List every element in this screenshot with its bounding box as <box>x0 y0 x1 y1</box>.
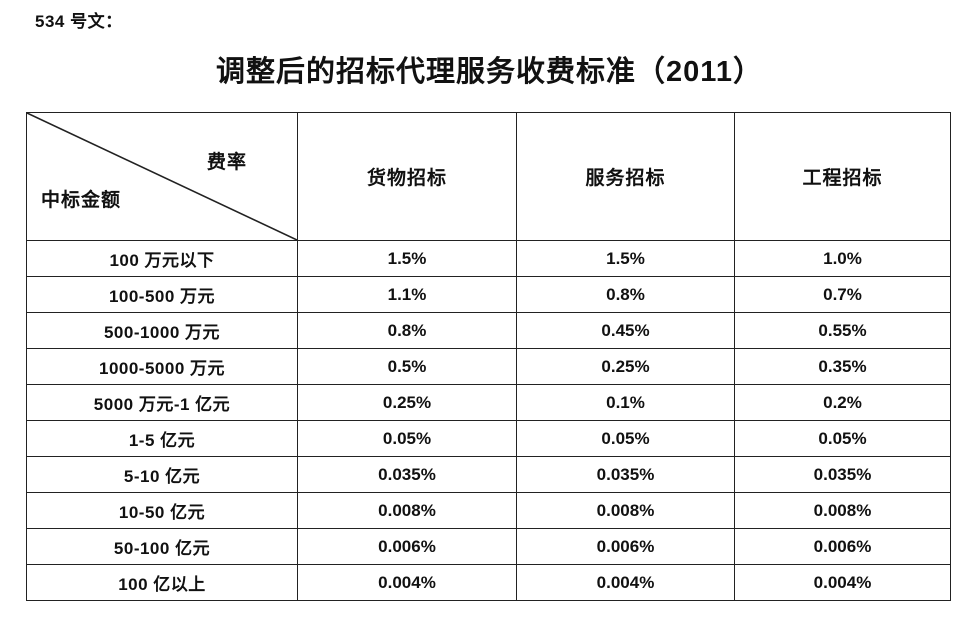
amount-range-cell: 5-10 亿元 <box>26 456 298 493</box>
amount-range-cell: 5000 万元-1 亿元 <box>26 384 298 421</box>
amount-range-cell: 50-100 亿元 <box>26 528 298 565</box>
goods-rate-cell: 1.1% <box>297 276 517 313</box>
table-corner-cell: 费率 中标金额 <box>26 112 298 241</box>
engineering-rate-cell: 0.008% <box>734 492 951 529</box>
service-rate-cell: 0.004% <box>516 564 735 601</box>
corner-label-amount: 中标金额 <box>41 190 122 211</box>
table-row: 100 亿以上 0.004% 0.004% 0.004% <box>26 564 951 601</box>
amount-range-cell: 1-5 亿元 <box>26 420 298 457</box>
page-title: 调整后的招标代理服务收费标准（2011） <box>216 56 763 88</box>
goods-rate-cell: 0.035% <box>297 456 517 493</box>
table-row: 100-500 万元 1.1% 0.8% 0.7% <box>26 276 951 313</box>
goods-rate-cell: 0.25% <box>297 384 517 421</box>
engineering-rate-cell: 0.035% <box>734 456 951 493</box>
service-rate-cell: 0.008% <box>516 492 735 529</box>
engineering-rate-cell: 0.05% <box>734 420 951 457</box>
engineering-rate-cell: 0.004% <box>734 564 951 601</box>
engineering-rate-cell: 0.55% <box>734 312 951 349</box>
goods-rate-cell: 0.8% <box>297 312 517 349</box>
column-header-engineering: 工程招标 <box>734 112 951 241</box>
corner-label-rate: 费率 <box>206 152 247 173</box>
fee-rate-table: 费率 中标金额 货物招标 服务招标 工程招标 100 万元以下 1.5% 1.5… <box>26 112 951 601</box>
amount-range-cell: 500-1000 万元 <box>26 312 298 349</box>
engineering-rate-cell: 1.0% <box>734 240 951 277</box>
service-rate-cell: 0.1% <box>516 384 735 421</box>
engineering-rate-cell: 0.006% <box>734 528 951 565</box>
engineering-rate-cell: 0.2% <box>734 384 951 421</box>
table-row: 5-10 亿元 0.035% 0.035% 0.035% <box>26 456 951 493</box>
service-rate-cell: 0.05% <box>516 420 735 457</box>
service-rate-cell: 0.035% <box>516 456 735 493</box>
goods-rate-cell: 0.008% <box>297 492 517 529</box>
table-row: 500-1000 万元 0.8% 0.45% 0.55% <box>26 312 951 349</box>
doc-number-label: 534 号文： <box>35 12 123 31</box>
table-row: 50-100 亿元 0.006% 0.006% 0.006% <box>26 528 951 565</box>
service-rate-cell: 0.8% <box>516 276 735 313</box>
service-rate-cell: 0.25% <box>516 348 735 385</box>
service-rate-cell: 0.006% <box>516 528 735 565</box>
goods-rate-cell: 1.5% <box>297 240 517 277</box>
table-row: 5000 万元-1 亿元 0.25% 0.1% 0.2% <box>26 384 951 421</box>
service-rate-cell: 1.5% <box>516 240 735 277</box>
goods-rate-cell: 0.006% <box>297 528 517 565</box>
table-row: 100 万元以下 1.5% 1.5% 1.0% <box>26 240 951 277</box>
amount-range-cell: 1000-5000 万元 <box>26 348 298 385</box>
goods-rate-cell: 0.5% <box>297 348 517 385</box>
amount-range-cell: 100 万元以下 <box>26 240 298 277</box>
engineering-rate-cell: 0.35% <box>734 348 951 385</box>
amount-range-cell: 100-500 万元 <box>26 276 298 313</box>
table-row: 10-50 亿元 0.008% 0.008% 0.008% <box>26 492 951 529</box>
diagonal-divider-line <box>27 113 297 240</box>
service-rate-cell: 0.45% <box>516 312 735 349</box>
engineering-rate-cell: 0.7% <box>734 276 951 313</box>
goods-rate-cell: 0.05% <box>297 420 517 457</box>
table-row: 1000-5000 万元 0.5% 0.25% 0.35% <box>26 348 951 385</box>
amount-range-cell: 10-50 亿元 <box>26 492 298 529</box>
goods-rate-cell: 0.004% <box>297 564 517 601</box>
column-header-service: 服务招标 <box>516 112 735 241</box>
column-header-goods: 货物招标 <box>297 112 517 241</box>
amount-range-cell: 100 亿以上 <box>26 564 298 601</box>
table-header-row: 费率 中标金额 货物招标 服务招标 工程招标 <box>26 112 951 241</box>
table-row: 1-5 亿元 0.05% 0.05% 0.05% <box>26 420 951 457</box>
